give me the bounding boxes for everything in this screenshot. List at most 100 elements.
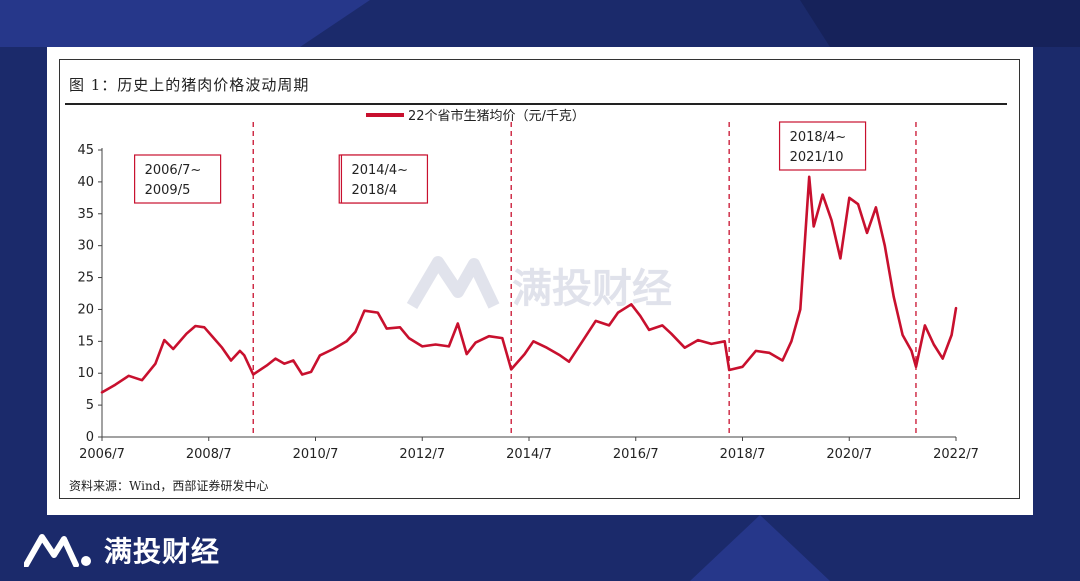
figure-frame [59, 59, 1020, 499]
data-point [950, 334, 953, 336]
data-point [376, 311, 379, 314]
data-point [648, 329, 650, 331]
data-point [901, 334, 904, 336]
data-point [421, 345, 424, 348]
cycle-annotation-label: 2009/5 [145, 183, 191, 198]
data-point [581, 340, 584, 343]
x-tick-label: 2020/7 [826, 447, 872, 462]
cycle-annotation-label: 2014/4~ [351, 163, 408, 178]
x-tick-label: 2012/7 [399, 447, 445, 462]
data-point [501, 337, 504, 339]
data-point [608, 324, 610, 327]
y-tick-label: 10 [77, 366, 94, 381]
data-point [830, 219, 833, 221]
cycle-annotation-label: 2006/7~ [145, 163, 202, 178]
data-point [252, 373, 255, 376]
data-point [194, 325, 197, 327]
data-point [301, 373, 303, 376]
y-tick-label: 25 [77, 271, 94, 286]
data-point [661, 324, 664, 327]
data-point [185, 332, 188, 335]
cycle-annotation-label: 2021/10 [790, 150, 844, 165]
data-point [154, 362, 157, 365]
data-point [510, 368, 513, 371]
data-point [821, 193, 824, 196]
data-point [141, 379, 143, 382]
data-point [910, 350, 913, 352]
figure-title: 图 1：历史上的猪肉价格波动周期 [69, 76, 310, 94]
data-point [884, 244, 886, 247]
x-tick-label: 2018/7 [720, 447, 766, 462]
data-point [345, 340, 348, 343]
data-point [434, 343, 437, 346]
watermark: 满投财经 [406, 256, 672, 312]
data-point [941, 357, 944, 360]
data-point [310, 371, 312, 373]
data-point [523, 353, 526, 355]
data-point [532, 340, 535, 343]
data-point [839, 257, 842, 260]
data-point [114, 383, 117, 386]
data-point [594, 320, 597, 322]
data-point [203, 326, 206, 329]
x-tick-label: 2016/7 [613, 447, 659, 462]
m-mountain-logo-icon [24, 534, 91, 567]
data-point [283, 362, 286, 365]
data-point [630, 303, 633, 306]
title-divider [65, 103, 1007, 105]
cycle-annotation-box [340, 154, 429, 204]
watermark-text: 满投财经 [512, 266, 672, 312]
data-point [385, 327, 388, 330]
brand-footer: 满投财经 [24, 530, 220, 570]
y-tick-label: 30 [77, 239, 94, 254]
data-point [239, 350, 241, 352]
cycle-annotation: 2006/7~ 2009/5 [134, 154, 222, 204]
data-point [354, 330, 357, 333]
data-point [915, 366, 917, 368]
x-tick-label: 2006/7 [79, 447, 125, 462]
data-point [274, 357, 277, 360]
data-point [399, 326, 401, 329]
data-point [163, 339, 166, 341]
y-tick-label: 5 [86, 398, 94, 413]
data-point [857, 203, 859, 206]
cycle-annotation: 2018/4~ 2021/10 [778, 121, 867, 171]
cycle-annotation: 2014/4~ 2018/4 [340, 154, 429, 204]
data-point [866, 232, 868, 234]
data-point [474, 341, 477, 344]
watermark-logo-icon [406, 256, 500, 310]
data-point [875, 206, 877, 209]
data-point [292, 359, 295, 362]
data-point [221, 346, 223, 349]
data-point [932, 343, 935, 346]
y-tick-label: 35 [77, 207, 94, 222]
x-tick-label: 2014/7 [506, 447, 552, 462]
cycle-annotation-box [778, 121, 867, 171]
data-point [781, 359, 784, 362]
data-point [639, 315, 641, 317]
data-point [230, 359, 232, 362]
data-point [363, 309, 366, 312]
data-point [683, 346, 686, 349]
data-point [755, 350, 757, 352]
y-tick-label: 15 [77, 334, 94, 349]
data-point [465, 353, 468, 355]
data-point [448, 345, 450, 348]
data-point [670, 332, 673, 335]
data-point [488, 335, 490, 338]
data-point [172, 348, 174, 350]
data-point [127, 374, 130, 377]
cycle-annotation-label: 2018/4 [351, 183, 397, 198]
data-point [808, 175, 811, 178]
data-point [790, 340, 793, 343]
data-point [319, 354, 321, 357]
brand-name: 满投财经 [104, 535, 221, 568]
y-tick-label: 40 [77, 175, 94, 190]
data-point [728, 369, 730, 371]
x-tick-label: 2022/7 [933, 447, 979, 462]
y-tick-label: 45 [77, 143, 94, 158]
data-point [617, 311, 619, 314]
data-point [848, 197, 851, 199]
